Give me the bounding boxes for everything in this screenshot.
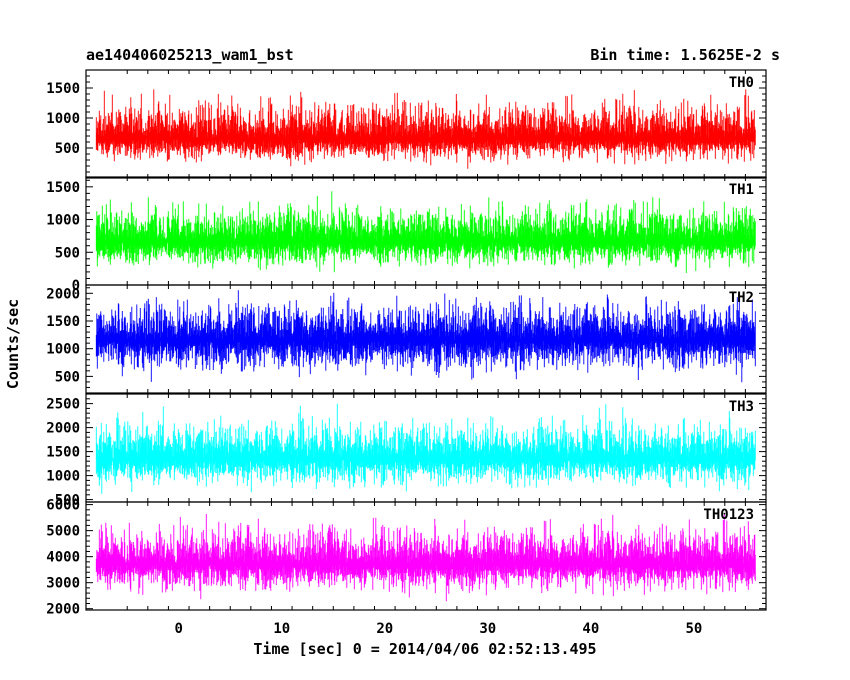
panel-stack: 500 1000 1500 TH0 0 500 1000 1500 TH1 500 1000 1500… — [46, 69, 767, 618]
series-th3 — [95, 403, 756, 494]
y-tick-label: 1500 — [46, 180, 80, 196]
x-axis-label: Time [sec] 0 = 2014/04/06 02:52:13.495 — [253, 640, 596, 658]
x-tick-label: 0 — [175, 621, 183, 637]
x-tick-label: 20 — [376, 621, 393, 637]
y-tick-label: 1000 — [46, 342, 80, 358]
x-tick-label: 40 — [582, 621, 599, 637]
series-th0123 — [95, 514, 756, 602]
series-th2 — [95, 290, 756, 383]
panel-label-th0123: TH0123 — [703, 507, 754, 523]
y-axis-label: Counts/sec — [4, 299, 22, 389]
y-tick-label: 1500 — [46, 314, 80, 330]
y-tick-label: 6000 — [46, 498, 80, 514]
panel-label-th0: TH0 — [729, 75, 754, 91]
panel-th0123: 2000 3000 4000 5000 6000 TH0123 — [46, 498, 767, 618]
y-tick-label: 1000 — [46, 469, 80, 485]
panel-frame — [85, 501, 767, 611]
x-tick-label: 10 — [273, 621, 290, 637]
y-tick-label: 500 — [55, 493, 80, 509]
y-tick-label: 0 — [72, 278, 80, 294]
y-tick-label: 500 — [55, 245, 80, 261]
y-tick-label: 2000 — [46, 286, 80, 302]
bin-time-label: Bin time: 1.5625E-2 s — [590, 46, 780, 64]
series-th0 — [95, 89, 756, 169]
y-tick-label: 2000 — [46, 602, 80, 618]
panel-label-th3: TH3 — [729, 399, 754, 415]
panel-label-th1: TH1 — [729, 182, 754, 198]
chart-title: ae140406025213_wam1_bst — [86, 46, 294, 64]
panel-th2: 500 1000 1500 2000 TH2 — [46, 284, 767, 394]
x-tick-label: 30 — [479, 621, 496, 637]
panel-th1: 0 500 1000 1500 TH1 — [46, 176, 767, 294]
panel-label-th2: TH2 — [729, 290, 754, 306]
y-tick-label: 2500 — [46, 397, 80, 413]
panel-frame — [85, 284, 767, 394]
y-tick-label: 3000 — [46, 576, 80, 592]
panel-th0: 500 1000 1500 TH0 — [46, 69, 767, 179]
y-tick-label: 500 — [55, 141, 80, 157]
y-tick-label: 5000 — [46, 524, 80, 540]
panel-th3: 500 1000 1500 2000 2500 TH3 — [46, 393, 767, 509]
x-tick-label: 50 — [685, 621, 702, 637]
series-th1 — [95, 191, 756, 273]
y-tick-label: 1500 — [46, 81, 80, 97]
y-tick-label: 1500 — [46, 445, 80, 461]
y-tick-label: 1000 — [46, 111, 80, 127]
y-tick-label: 2000 — [46, 421, 80, 437]
y-tick-label: 1000 — [46, 213, 80, 229]
x-axis: 0 10 20 30 40 50 — [175, 621, 703, 637]
y-tick-label: 4000 — [46, 550, 80, 566]
y-tick-label: 500 — [55, 369, 80, 385]
